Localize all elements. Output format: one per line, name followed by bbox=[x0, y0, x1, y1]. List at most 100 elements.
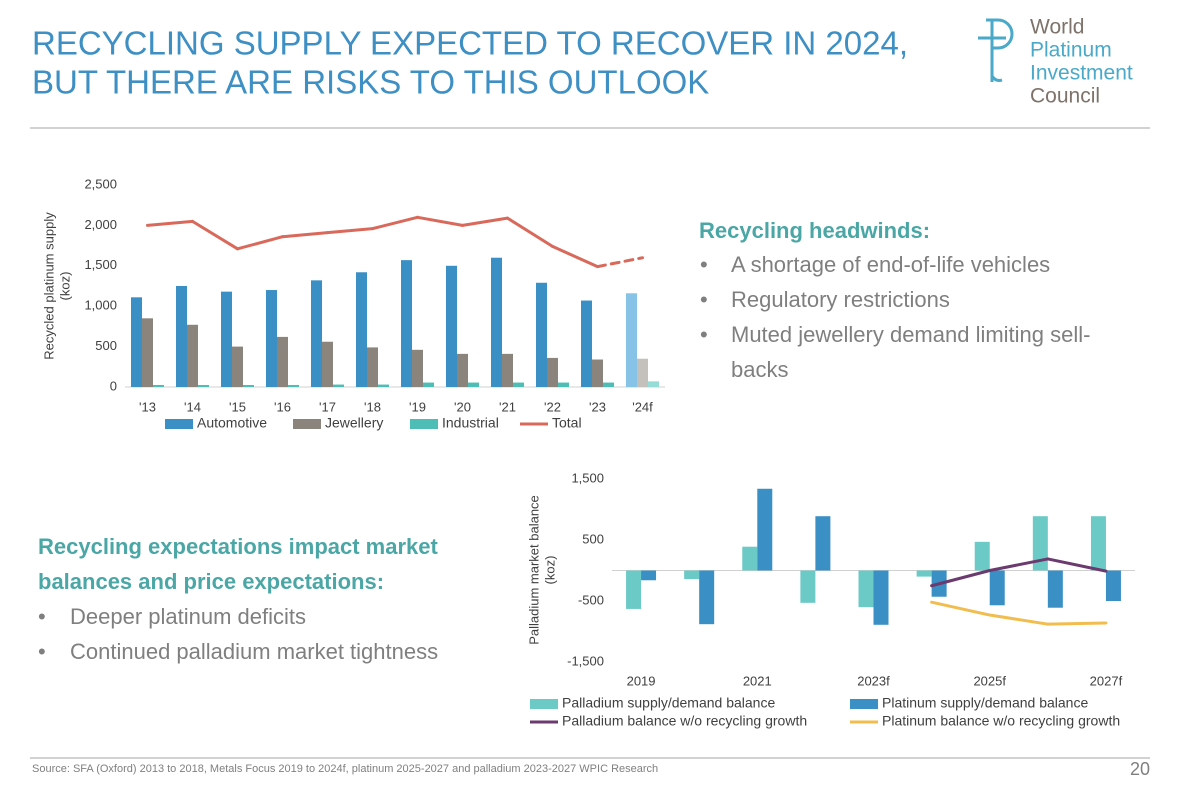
bar bbox=[1105, 570, 1121, 601]
y-tick-label: 1,500 bbox=[84, 257, 117, 272]
bar bbox=[232, 346, 243, 387]
bar bbox=[547, 357, 558, 387]
bar bbox=[311, 280, 322, 387]
bar bbox=[243, 384, 254, 387]
bullet: Regulatory restrictions bbox=[731, 287, 950, 312]
bar bbox=[626, 570, 642, 609]
bar bbox=[815, 516, 831, 571]
y-axis-title: Recycled platinum supply bbox=[41, 212, 56, 360]
bar bbox=[558, 382, 569, 387]
logo-text: World bbox=[1030, 16, 1084, 39]
bar bbox=[367, 347, 378, 387]
logo-text: Platinum bbox=[1030, 39, 1112, 62]
bullet: Continued palladium market tightness bbox=[70, 639, 438, 664]
bar bbox=[513, 382, 524, 387]
legend-label: Palladium supply/demand balance bbox=[562, 695, 775, 711]
bullet-dot: • bbox=[700, 287, 708, 312]
x-tick-label: '21 bbox=[499, 399, 516, 414]
line-segment bbox=[416, 215, 464, 227]
line-segment bbox=[461, 216, 509, 227]
line-segment bbox=[1046, 621, 1108, 626]
bar bbox=[641, 570, 657, 581]
bar bbox=[322, 341, 333, 387]
bar bbox=[491, 257, 502, 387]
source: Source: SFA (Oxford) 2013 to 2018, Metal… bbox=[32, 763, 658, 775]
bar bbox=[401, 260, 412, 387]
x-tick-label: '20 bbox=[454, 399, 471, 414]
legend-swatch bbox=[530, 699, 558, 709]
bar bbox=[412, 349, 423, 387]
bullet-dot: • bbox=[38, 639, 46, 664]
heading: balances and price expectations: bbox=[38, 569, 384, 594]
bar bbox=[131, 297, 142, 387]
bar bbox=[873, 570, 889, 625]
bullet: A shortage of end-of-life vehicles bbox=[731, 252, 1050, 277]
bar bbox=[266, 290, 277, 387]
x-tick-label: 2027f bbox=[1090, 673, 1123, 688]
line-segment bbox=[1046, 557, 1108, 573]
heading: Recycling expectations impact market bbox=[38, 534, 438, 559]
legend-label: Platinum balance w/o recycling growth bbox=[882, 713, 1120, 729]
legend-swatch bbox=[293, 419, 321, 429]
legend-label: Palladium balance w/o recycling growth bbox=[562, 713, 807, 729]
y-tick-label: 2,500 bbox=[84, 176, 117, 191]
x-tick-label: '23 bbox=[589, 399, 606, 414]
bar bbox=[858, 570, 874, 608]
x-tick-label: '19 bbox=[409, 399, 426, 414]
bar bbox=[989, 570, 1005, 606]
line-segment bbox=[236, 235, 284, 251]
y-tick-label: -500 bbox=[578, 592, 604, 607]
x-tick-label: 2025f bbox=[973, 673, 1006, 688]
x-tick-label: '17 bbox=[319, 399, 336, 414]
bar bbox=[757, 488, 773, 571]
legend-label: Jewellery bbox=[325, 415, 383, 431]
bar bbox=[221, 291, 232, 387]
line-segment bbox=[930, 600, 992, 617]
y-tick-label: 1,000 bbox=[84, 298, 117, 313]
bar bbox=[142, 318, 153, 387]
bar bbox=[446, 265, 457, 387]
logo-text: Council bbox=[1030, 85, 1100, 108]
y-axis-title: (koz) bbox=[542, 556, 557, 585]
x-tick-label: '16 bbox=[274, 399, 291, 414]
bar bbox=[468, 382, 479, 387]
title-line: RECYCLING SUPPLY EXPECTED TO RECOVER IN … bbox=[32, 25, 908, 62]
bar bbox=[198, 384, 209, 387]
bar bbox=[581, 300, 592, 387]
bar bbox=[800, 570, 816, 603]
bullet-dot: • bbox=[700, 322, 708, 347]
legend-swatch bbox=[850, 699, 878, 709]
y-tick-label: 500 bbox=[582, 531, 604, 546]
y-tick-label: 500 bbox=[95, 338, 117, 353]
x-tick-label: '13 bbox=[139, 399, 156, 414]
bullet: Deeper platinum deficits bbox=[70, 604, 306, 629]
bar bbox=[536, 282, 547, 387]
legend-label: Industrial bbox=[442, 415, 499, 431]
y-tick-label: 2,000 bbox=[84, 217, 117, 232]
x-tick-label: '22 bbox=[544, 399, 561, 414]
y-axis-title: (koz) bbox=[57, 272, 72, 301]
bar bbox=[153, 384, 164, 387]
bar bbox=[277, 336, 288, 387]
bar bbox=[356, 272, 367, 387]
bullet: backs bbox=[731, 357, 788, 382]
logo-mark bbox=[978, 18, 1014, 82]
bar bbox=[742, 546, 758, 571]
bar bbox=[1090, 516, 1106, 571]
x-tick-label: 2023f bbox=[857, 673, 890, 688]
line-segment bbox=[281, 231, 329, 239]
bar bbox=[626, 293, 637, 387]
bar bbox=[502, 353, 513, 387]
bar bbox=[648, 381, 659, 387]
bar bbox=[288, 384, 299, 387]
legend-label: Platinum supply/demand balance bbox=[882, 695, 1088, 711]
line-segment bbox=[551, 244, 599, 269]
bar bbox=[378, 384, 389, 387]
bar bbox=[637, 358, 648, 387]
y-tick-label: 1,500 bbox=[571, 470, 604, 485]
bullet: Muted jewellery demand limiting sell- bbox=[731, 322, 1090, 347]
heading: Recycling headwinds: bbox=[699, 218, 930, 243]
bar bbox=[457, 353, 468, 387]
legend-swatch bbox=[410, 419, 438, 429]
